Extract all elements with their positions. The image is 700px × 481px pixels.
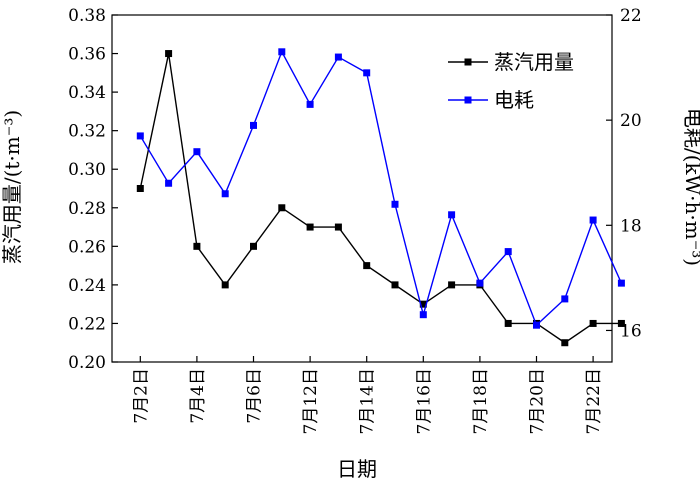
right-y-tick-label: 20 [620, 111, 642, 131]
right-y-tick-label: 16 [620, 321, 642, 341]
data-point [419, 300, 427, 308]
legend-label: 电耗 [494, 88, 534, 112]
data-point [391, 200, 399, 208]
data-point [617, 319, 625, 327]
series-line [139, 50, 623, 327]
left-y-axis-title: 蒸汽用量/(t·m⁻³) [0, 110, 24, 264]
data-point [193, 242, 201, 250]
data-point [561, 339, 569, 347]
data-point [193, 148, 201, 156]
x-axis-title: 日期 [337, 457, 377, 481]
data-point [250, 121, 257, 129]
left-y-tick-label: 0.34 [68, 83, 106, 103]
data-point [306, 223, 314, 231]
x-tick-label: 7月14日 [358, 368, 378, 434]
x-tick-label: 7月20日 [528, 368, 548, 434]
legend-item: 蒸汽用量 [448, 50, 574, 74]
data-point [589, 216, 597, 224]
legend-marker [464, 58, 472, 66]
series-left [136, 50, 625, 347]
data-point [476, 279, 484, 287]
data-point [363, 69, 371, 77]
left-y-tick-label: 0.30 [68, 160, 106, 180]
x-tick-label: 7月18日 [471, 368, 491, 434]
left-y-axis: 0.20 0.22 0.24 0.26 0.28 0.30 0.32 0.34 0.36 0.38 [68, 6, 118, 373]
right-y-tick-label: 18 [620, 216, 642, 236]
left-y-tick-label: 0.26 [68, 237, 106, 257]
data-point [617, 279, 625, 287]
data-point [448, 281, 456, 289]
legend-marker [464, 96, 472, 104]
x-axis: 7月2日 7月4日 7月6日 7月12日 7月14日 7月16日 7月18日 7月20日 7月2… [131, 356, 604, 434]
data-point [136, 185, 144, 192]
left-y-tick-label: 0.20 [68, 353, 106, 373]
data-point [221, 281, 229, 289]
data-point [334, 53, 342, 61]
data-point [504, 319, 512, 327]
plot-area [111, 14, 613, 363]
data-point [165, 50, 173, 58]
data-point [589, 319, 597, 327]
data-point [306, 100, 314, 108]
data-point [334, 223, 342, 231]
left-y-tick-label: 0.32 [68, 122, 106, 142]
data-point [165, 179, 173, 187]
left-y-tick-label: 0.24 [68, 276, 106, 296]
data-point [391, 281, 399, 289]
left-y-tick-label: 0.22 [68, 314, 106, 334]
legend-label: 蒸汽用量 [494, 50, 574, 74]
series-layer [136, 48, 625, 347]
x-tick-label: 7月16日 [414, 368, 434, 434]
data-point [533, 321, 540, 329]
data-point [136, 132, 144, 140]
x-tick-label: 7月4日 [188, 368, 208, 424]
series-right [136, 48, 625, 329]
x-tick-label: 7月2日 [131, 368, 151, 424]
x-tick-label: 7月12日 [301, 368, 321, 434]
plot-frame [111, 14, 613, 363]
x-tick-label: 7月22日 [584, 368, 604, 434]
x-tick-label: 7月6日 [245, 368, 265, 424]
data-point [278, 48, 286, 56]
data-point [278, 204, 286, 212]
data-point [419, 311, 427, 319]
legend-item: 电耗 [448, 88, 534, 112]
left-y-tick-label: 0.38 [68, 6, 106, 26]
left-y-tick-label: 0.28 [68, 199, 106, 219]
data-point [504, 248, 512, 256]
data-point [448, 211, 456, 219]
data-point [250, 242, 257, 250]
right-y-axis-title: 电耗/(kW·h·m⁻³) [681, 108, 700, 266]
series-line [139, 53, 622, 344]
data-point [561, 295, 569, 303]
data-point [221, 190, 229, 198]
right-y-tick-label: 22 [620, 6, 642, 26]
right-y-axis: 16 18 20 22 [606, 6, 642, 341]
data-point [363, 262, 371, 270]
left-y-tick-label: 0.36 [68, 45, 106, 65]
